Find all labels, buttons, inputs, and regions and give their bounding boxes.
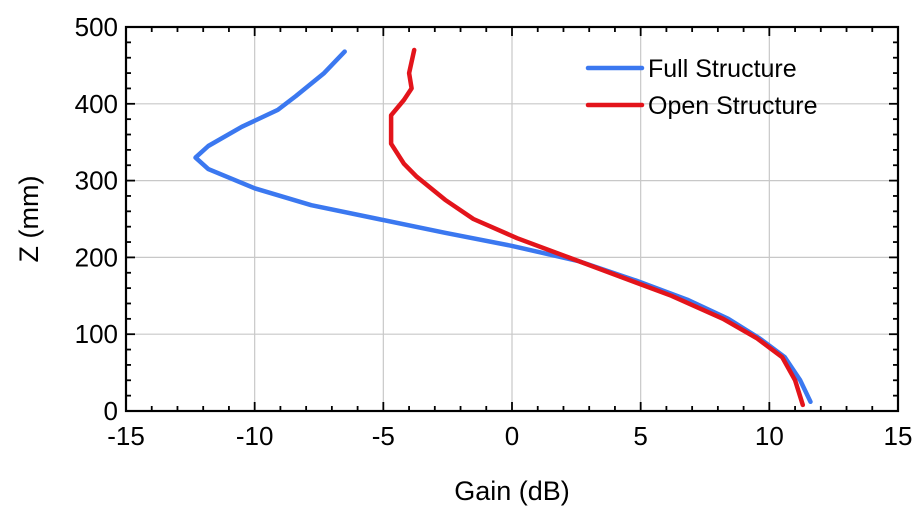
legend: Full Structure Open Structure [585,55,818,120]
x-tick-label: 15 [884,421,913,451]
series-line-open-structure [388,47,806,408]
x-tick-label: -10 [236,421,274,451]
x-tick-label: -15 [107,421,145,451]
y-tick-label: 0 [104,396,118,426]
x-tick-label: -5 [372,421,395,451]
y-tick-label: 300 [75,166,118,196]
x-tick-label: 5 [633,421,647,451]
y-tick-labels: 0 100 200 300 400 500 [75,12,118,426]
y-tick-label: 500 [75,12,118,42]
legend-label-open-structure: Open Structure [648,92,818,120]
legend-label-full-structure: Full Structure [648,55,797,83]
x-axis-title: Gain (dB) [454,476,570,506]
x-tick-label: 0 [505,421,519,451]
x-tick-label: 10 [755,421,784,451]
y-axis-title: Z (mm) [14,176,44,263]
x-tick-labels: -15 -10 -5 0 5 10 15 [107,421,912,451]
grid [126,27,898,411]
y-tick-label: 200 [75,242,118,272]
axis-ticks [125,26,899,412]
y-tick-label: 400 [75,89,118,119]
y-tick-label: 100 [75,319,118,349]
series-layer [193,47,813,408]
